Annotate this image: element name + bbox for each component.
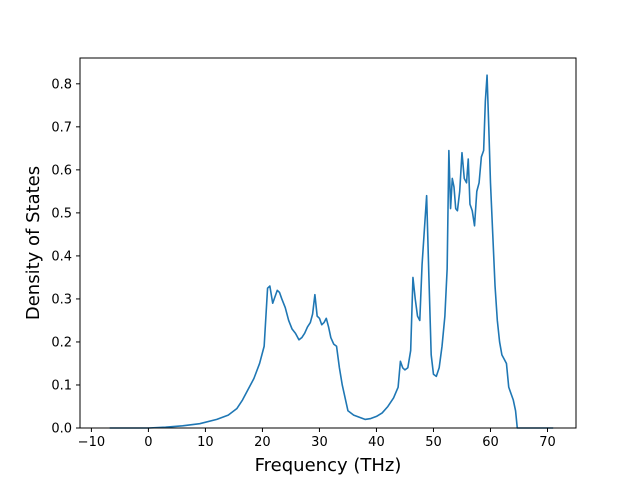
x-tick-label: 70 [539, 435, 556, 450]
y-tick-label: 0.6 [51, 163, 72, 178]
y-axis-label: Density of States [23, 166, 44, 320]
y-tick-label: 0.2 [51, 335, 72, 350]
y-tick-label: 0.5 [51, 206, 72, 221]
x-tick-label: 10 [197, 435, 214, 450]
y-tick-label: 0.0 [51, 422, 72, 437]
x-tick-label: 60 [482, 435, 499, 450]
dos-series-line [109, 74, 554, 429]
x-tick-label: 50 [425, 435, 442, 450]
x-tick-label: 30 [311, 435, 328, 450]
x-tick-label: 0 [144, 435, 152, 450]
y-axis-ticks: 0.0 0.1 0.2 0.3 0.4 0.5 0.6 0.7 0.8 [51, 77, 80, 437]
y-tick-label: 0.8 [51, 77, 72, 92]
y-tick-label: 0.7 [51, 120, 72, 135]
x-tick-label: 20 [254, 435, 271, 450]
y-tick-label: 0.1 [51, 378, 72, 393]
y-tick-label: 0.3 [51, 292, 72, 307]
x-axis-ticks: −10 0 10 20 30 40 50 60 70 [78, 428, 556, 450]
plot-layer [109, 74, 554, 429]
y-tick-label: 0.4 [51, 249, 72, 264]
x-axis-label: Frequency (THz) [255, 455, 402, 476]
x-tick-label: −10 [78, 435, 105, 450]
x-tick-label: 40 [368, 435, 385, 450]
plot-frame [79, 57, 577, 429]
